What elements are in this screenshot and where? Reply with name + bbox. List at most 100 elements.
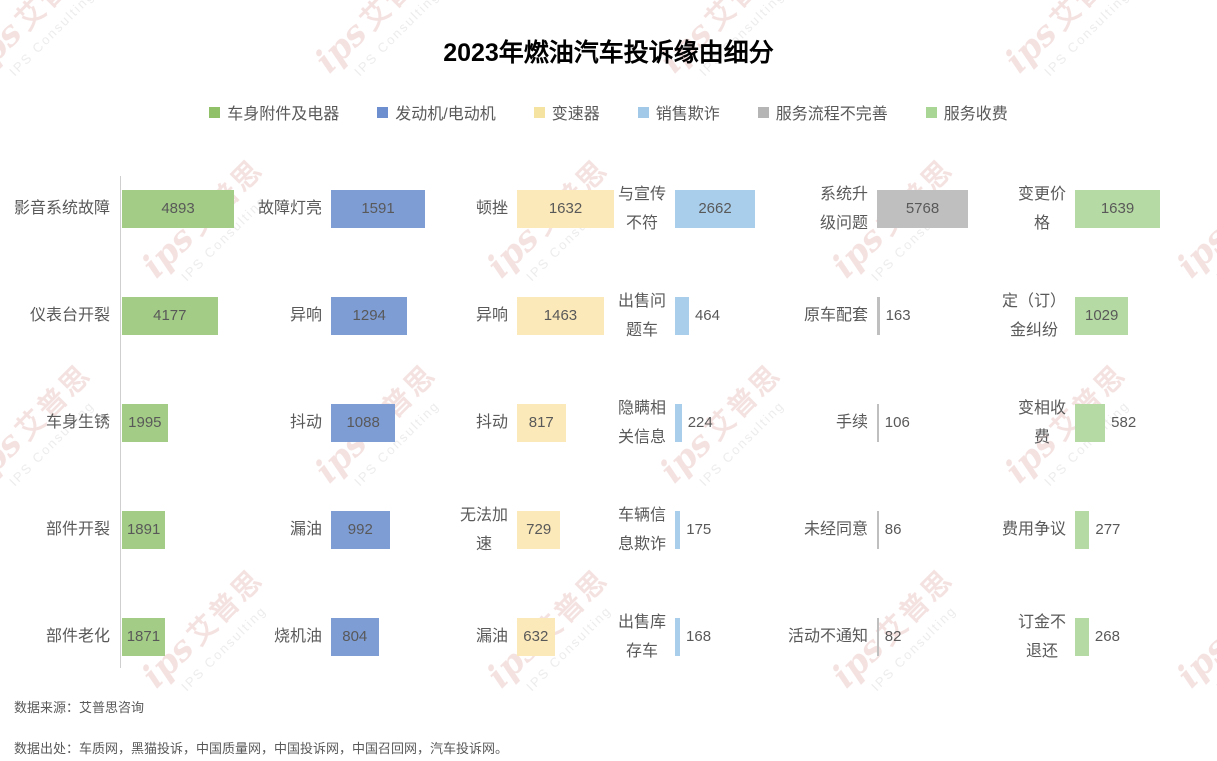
legend-label: 发动机/电动机: [395, 106, 496, 123]
bar-value: 4893: [161, 199, 195, 217]
bar-value: 224: [687, 413, 713, 431]
category-label-cell: 抖动: [240, 408, 322, 437]
category-label-cell: 出售库 存车: [598, 608, 666, 666]
chart-row: 影音系统故障 4893: [0, 155, 304, 262]
legend-item-2: 变速器: [533, 100, 600, 124]
bar-value: 1029: [1084, 306, 1119, 324]
chart-row: 费用争议 277: [998, 476, 1217, 583]
category-label: 漏油: [289, 521, 322, 538]
bar-cell: 268: [1075, 617, 1217, 656]
bar-cell: 4893: [122, 189, 304, 228]
footer-source: 数据来源：艾普思咨询: [14, 700, 145, 715]
chart-row: 车辆信 息欺诈 175: [598, 476, 825, 583]
category-label: 部件老化: [45, 628, 110, 645]
bar-cell: 1632: [517, 189, 684, 228]
bar-cell: 168: [675, 617, 825, 656]
legend-item-3: 销售欺诈: [637, 100, 720, 124]
bar-cell: 1639: [1075, 189, 1217, 228]
bar-cell: 804: [331, 617, 495, 656]
bar-value: 1088: [346, 413, 380, 431]
legend-swatch-icon: [925, 106, 937, 118]
category-label: 故障灯亮: [257, 200, 322, 217]
category-label: 与宣传 不符: [617, 185, 666, 232]
chart-title: 2023年燃油汽车投诉缘由细分: [443, 39, 774, 67]
bar-cell: 582: [1075, 403, 1217, 442]
chart-panel-0: 影音系统故障 4893 仪表台开裂 4177 车身生锈 1995 部件开裂 1891 部件老化 1…: [0, 155, 304, 690]
legend-swatch-icon: [209, 106, 221, 118]
watermark-brand: 艾普思: [355, 0, 443, 36]
bar-value: 1632: [548, 199, 583, 217]
category-label: 未经同意: [803, 521, 868, 538]
category-label: 部件开裂: [45, 521, 110, 538]
legend-item-0: 车身附件及电器: [209, 100, 339, 124]
chart-row: 仪表台开裂 4177: [0, 262, 304, 369]
category-label-cell: 异响: [240, 301, 322, 330]
category-label: 系统升 级问题: [819, 185, 868, 232]
category-label-cell: 异响: [440, 301, 508, 330]
bar: [877, 189, 968, 228]
bar-value: 2662: [698, 199, 732, 217]
legend-swatch-icon: [757, 106, 769, 118]
category-label: 车身生锈: [45, 414, 110, 431]
category-label: 漏油: [475, 628, 508, 645]
category-label: 费用争议: [1001, 521, 1066, 538]
bar-value: 1639: [1100, 199, 1135, 217]
chart-row: 订金不 退还 268: [998, 583, 1217, 690]
bar-value: 4177: [153, 306, 187, 324]
bar-value: 106: [884, 413, 910, 431]
bar: [517, 296, 604, 335]
legend-item-1: 发动机/电动机: [377, 100, 496, 124]
bar: [517, 617, 555, 656]
category-label-cell: 抖动: [440, 408, 508, 437]
bar: [122, 296, 218, 335]
bar-cell: 106: [877, 403, 1038, 442]
bar: [331, 296, 408, 335]
chart-row: 系统升 级问题 5768: [782, 155, 1038, 262]
category-label-cell: 漏油: [240, 515, 322, 544]
category-label: 隐瞒相 关信息: [617, 399, 666, 446]
chart-row: 故障灯亮 1591: [240, 155, 495, 262]
bar-cell: 175: [675, 510, 825, 549]
bar-value: 464: [694, 306, 720, 324]
category-label: 抖动: [289, 414, 322, 431]
chart-row: 抖动 817: [440, 369, 684, 476]
bar: [1075, 510, 1090, 549]
bar: [122, 510, 166, 549]
category-label-cell: 顿挫: [440, 194, 508, 223]
category-label-cell: 车辆信 息欺诈: [598, 501, 666, 559]
bar: [1075, 189, 1160, 228]
bar: [675, 296, 689, 335]
bar: [877, 403, 879, 442]
bar-value: 632: [523, 627, 549, 645]
bar: [331, 510, 390, 549]
bar-value: 804: [342, 627, 368, 645]
category-label: 异响: [289, 307, 322, 324]
bar: [675, 510, 681, 549]
legend-label: 销售欺诈: [655, 106, 720, 123]
chart-row: 变相收 费 582: [998, 369, 1217, 476]
bar: [1075, 403, 1106, 442]
category-label-cell: 部件开裂: [0, 515, 110, 544]
category-label: 顿挫: [475, 200, 508, 217]
chart-row: 出售库 存车 168: [598, 583, 825, 690]
chart-row: 部件老化 1871: [0, 583, 304, 690]
bar-value: 817: [528, 413, 554, 431]
category-label: 活动不通知: [787, 628, 868, 645]
bar: [675, 189, 755, 228]
category-label-cell: 活动不通知: [782, 622, 868, 651]
axis-line: [120, 176, 121, 668]
legend-label: 服务流程不完善: [775, 106, 888, 123]
bar-value: 582: [1111, 413, 1137, 431]
bar-value: 1463: [543, 306, 578, 324]
bar-cell: 4177: [122, 296, 304, 335]
category-label: 异响: [475, 307, 508, 324]
category-label: 变相收 费: [1017, 399, 1066, 446]
bar: [331, 403, 396, 442]
bar-value: 163: [885, 306, 911, 324]
bar: [1075, 617, 1089, 656]
category-label: 手续: [835, 414, 868, 431]
legend-swatch-icon: [533, 106, 545, 118]
category-label: 仪表台开裂: [29, 307, 110, 324]
category-label-cell: 订金不 退还: [998, 608, 1066, 666]
bar-cell: 86: [877, 510, 1038, 549]
